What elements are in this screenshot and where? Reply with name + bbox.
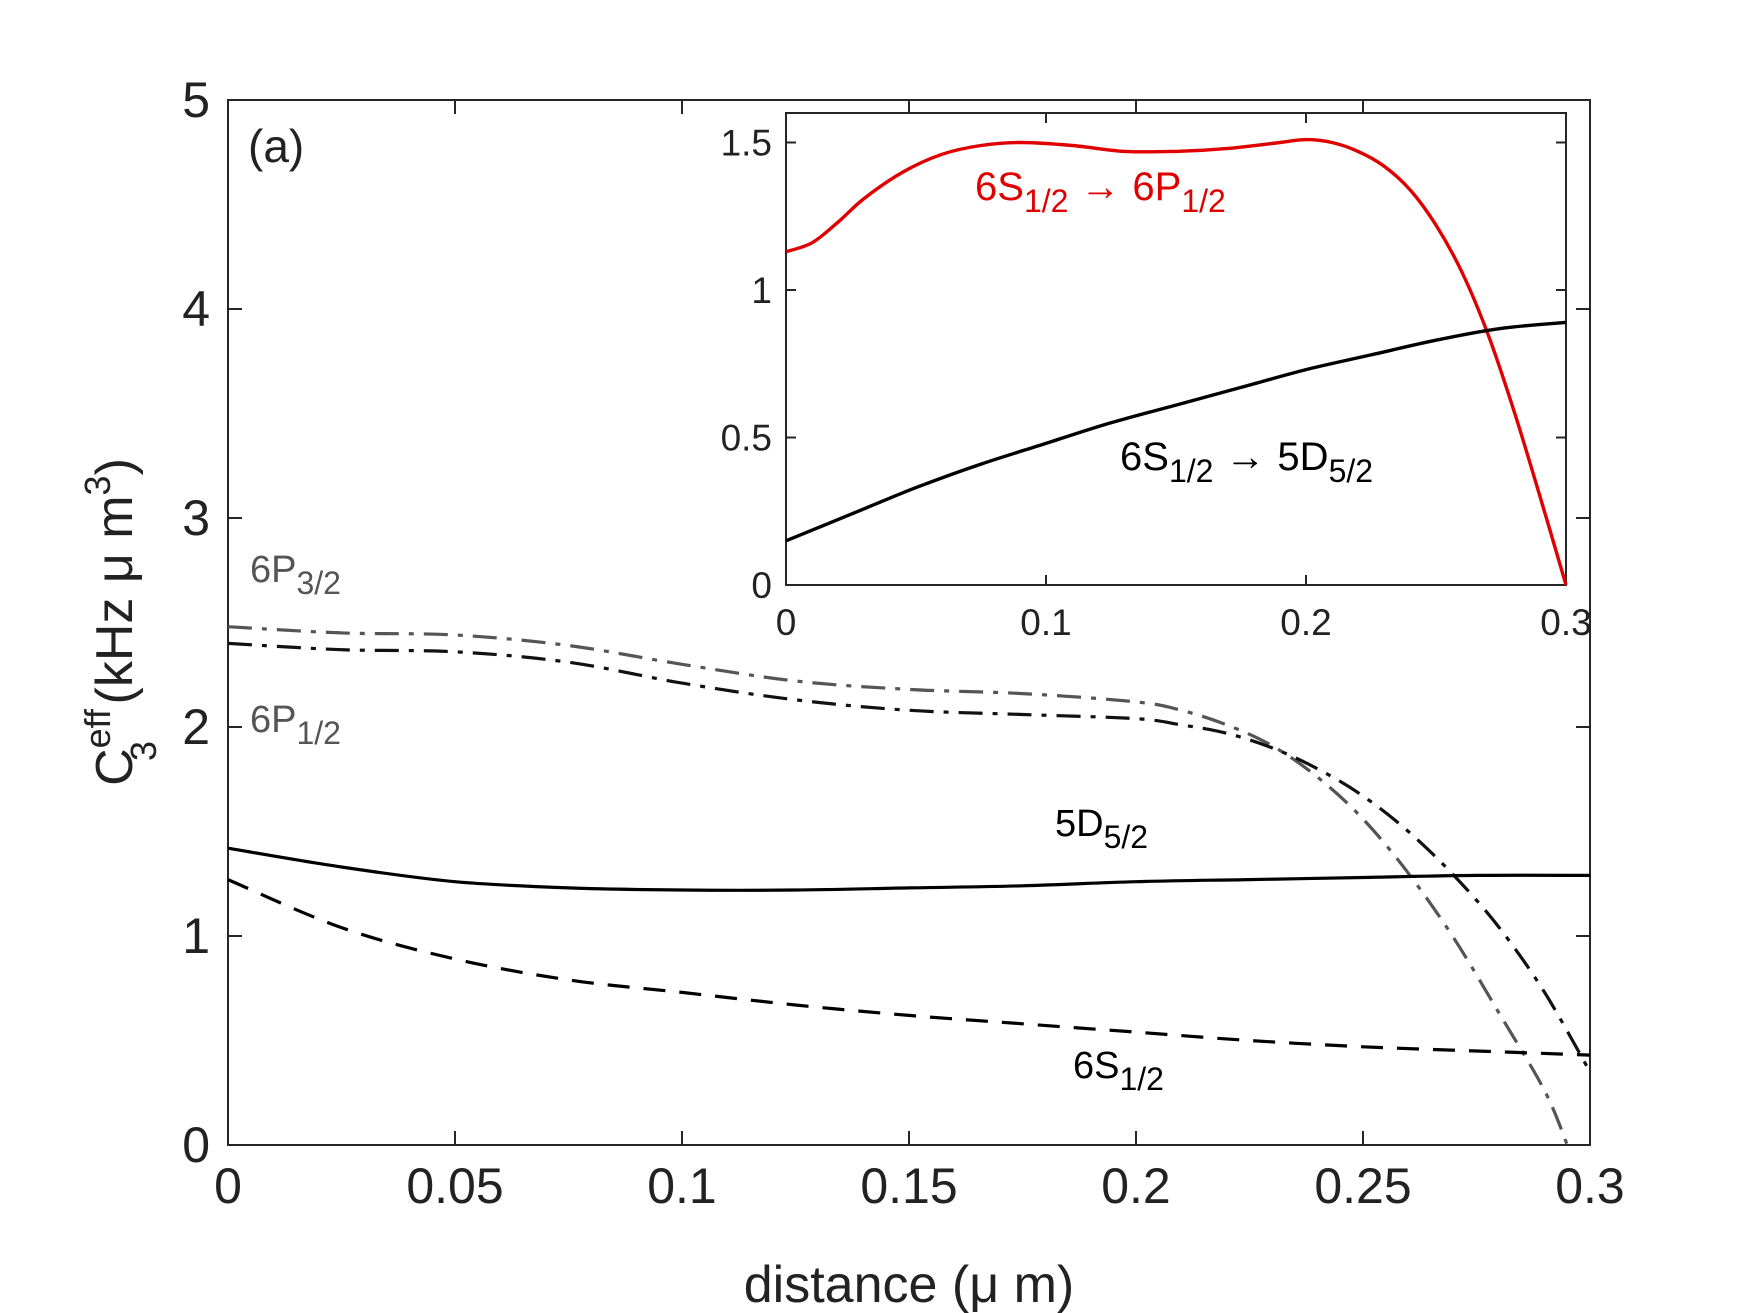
main-x-tick-label: 0.25 bbox=[1314, 1158, 1411, 1214]
label-5d52-sub: 5/2 bbox=[1104, 819, 1148, 855]
inset-series-group bbox=[785, 137, 1568, 586]
label-6s-5d-transition: 6S1/2 → 5D5/2 bbox=[1120, 435, 1373, 489]
label-6s-6p-transition: 6S1/2 → 6P1/2 bbox=[975, 165, 1226, 219]
inset-y-tick-label: 0.5 bbox=[721, 418, 772, 459]
label-6p32: 6P3/2 bbox=[250, 549, 341, 601]
inset-series-line-6s1-2-6p1-2 bbox=[785, 137, 1568, 586]
x-axis-title: distance (μ m) bbox=[744, 1256, 1074, 1313]
main-y-tick-label: 3 bbox=[182, 490, 210, 546]
main-x-tick-label: 0.1 bbox=[647, 1158, 717, 1214]
main-y-tick-label: 1 bbox=[182, 908, 210, 964]
main-series-line-6p3-2 bbox=[227, 625, 1569, 1146]
label-6s-6p-b: 6P bbox=[1132, 165, 1181, 209]
main-x-tick-label: 0.3 bbox=[1555, 1158, 1625, 1214]
label-6s-5d-a-sub: 1/2 bbox=[1169, 453, 1213, 489]
y-axis-title-exp: 3 bbox=[77, 475, 118, 495]
label-6s-6p-arrow: → bbox=[1080, 165, 1120, 209]
y-axis-title-group: Ceff3 (kHz μ m3) bbox=[77, 458, 164, 786]
inset-y-tick-label: 0 bbox=[751, 565, 772, 606]
label-6s-5d-b-sub: 5/2 bbox=[1329, 453, 1373, 489]
label-6s-5d-b: 5D bbox=[1277, 435, 1328, 479]
panel-label: (a) bbox=[248, 120, 304, 172]
main-series-group bbox=[227, 625, 1592, 1146]
main-series-line-6s1-2 bbox=[227, 878, 1591, 1057]
label-6p12-sub: 1/2 bbox=[296, 715, 340, 751]
inset-x-tick-label: 0.2 bbox=[1280, 602, 1331, 643]
main-x-tick-label: 0.05 bbox=[406, 1158, 503, 1214]
label-6s-6p-a-sub: 1/2 bbox=[1024, 183, 1068, 219]
main-x-tick-label: 0.2 bbox=[1101, 1158, 1171, 1214]
label-6s12-main: 6S bbox=[1073, 1045, 1119, 1087]
inset-plot-frame bbox=[785, 112, 1567, 586]
inset-x-tick-label: 0.3 bbox=[1540, 602, 1591, 643]
y-axis-title-sub: 3 bbox=[123, 741, 164, 761]
y-axis-title-close: ) bbox=[86, 458, 144, 475]
main-y-tick-label: 5 bbox=[182, 72, 210, 128]
label-6s12-sub: 1/2 bbox=[1119, 1061, 1163, 1097]
label-6s-6p-a: 6S bbox=[975, 165, 1024, 209]
label-5d52: 5D5/2 bbox=[1055, 803, 1148, 855]
y-axis-title-units: (kHz μ m bbox=[86, 495, 144, 719]
inset-y-tick-label: 1 bbox=[751, 270, 772, 311]
label-6p32-sub: 3/2 bbox=[296, 565, 340, 601]
main-y-tick-label: 2 bbox=[182, 699, 210, 755]
y-axis-title-sup: eff bbox=[77, 708, 118, 748]
main-x-tick-label: 0.15 bbox=[860, 1158, 957, 1214]
main-y-tick-label: 4 bbox=[182, 281, 210, 337]
inset-plot: 0 0.1 0.2 0.300.511.5 6S1/2 → 6P1/2 6S1/2 → 5D5… bbox=[721, 112, 1592, 643]
label-5d52-main: 5D bbox=[1055, 803, 1104, 845]
label-6s-5d-a: 6S bbox=[1120, 435, 1169, 479]
label-6s-6p-b-sub: 1/2 bbox=[1181, 183, 1225, 219]
label-6s12: 6S1/2 bbox=[1073, 1045, 1164, 1097]
main-series-line-5d5-2 bbox=[227, 846, 1591, 892]
y-axis-title: Ceff3 (kHz μ m3) bbox=[77, 458, 164, 786]
main-x-tick-label: 0 bbox=[214, 1158, 242, 1214]
inset-series-line-6s1-2-5d5-2 bbox=[785, 320, 1567, 543]
y-axis-title-c: C bbox=[86, 748, 144, 786]
inset-x-tick-label: 0.1 bbox=[1020, 602, 1071, 643]
main-y-tick-label: 0 bbox=[182, 1117, 210, 1173]
main-ticks: 0 0.05 0.1 0.15 0.2 0.25 0.3 0 1 2 3 4 5 bbox=[182, 72, 1625, 1214]
label-6p12: 6P1/2 bbox=[250, 699, 341, 751]
label-6s-5d-arrow: → bbox=[1225, 435, 1265, 479]
label-6p32-main: 6P bbox=[250, 549, 296, 591]
inset-x-tick-label: 0 bbox=[776, 602, 797, 643]
inset-y-tick-label: 1.5 bbox=[721, 123, 772, 164]
label-6p12-main: 6P bbox=[250, 699, 296, 741]
